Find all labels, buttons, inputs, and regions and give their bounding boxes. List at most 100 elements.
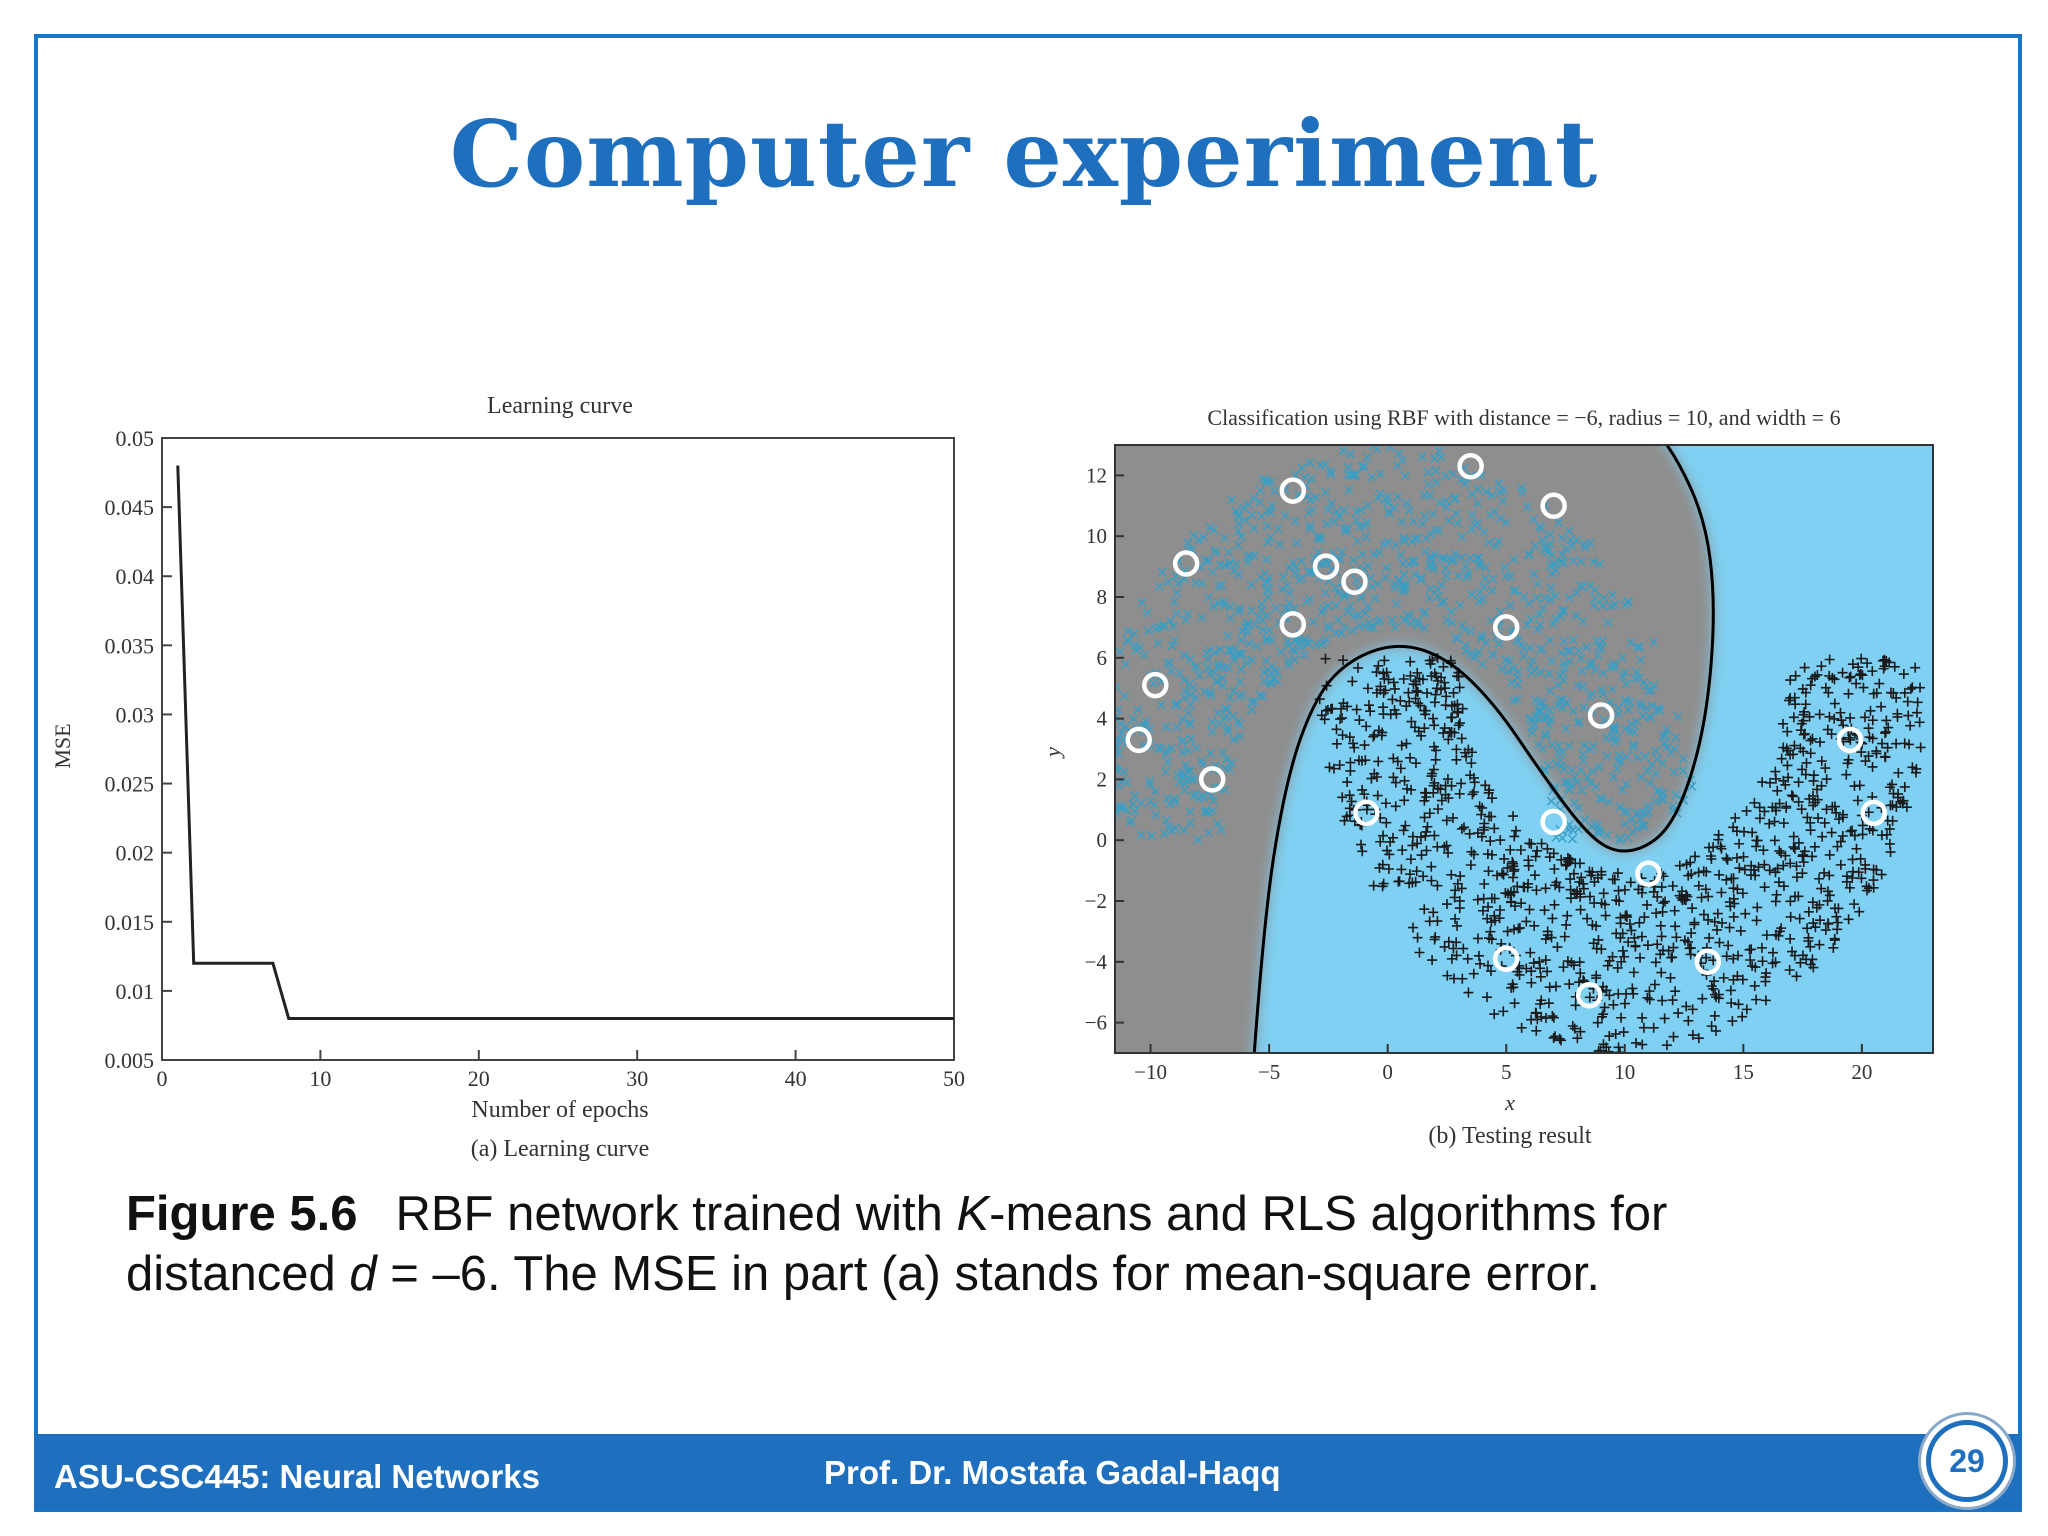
lower-moon-point: [1472, 828, 1483, 839]
lower-moon-point: [1414, 947, 1425, 958]
upper-moon-point: [1545, 529, 1555, 539]
lower-moon-point: [1500, 888, 1511, 899]
upper-moon-point: [1551, 614, 1561, 624]
upper-moon-point: [1548, 619, 1558, 629]
lower-moon-point: [1757, 777, 1768, 788]
upper-moon-point: [1144, 776, 1154, 786]
upper-moon-point: [1351, 516, 1361, 526]
lower-moon-point: [1426, 875, 1437, 886]
upper-moon-point: [1564, 741, 1574, 751]
upper-moon-point: [1553, 741, 1563, 751]
lower-moon-point: [1882, 742, 1893, 753]
lower-moon-point: [1399, 775, 1410, 786]
lower-moon-point: [1845, 671, 1856, 682]
x-tick-label: 15: [1733, 1060, 1754, 1084]
lower-moon-point: [1420, 830, 1431, 841]
upper-moon-point: [1522, 620, 1532, 630]
lower-moon-point: [1817, 831, 1828, 842]
upper-moon-point: [1399, 536, 1409, 546]
upper-moon-point: [1325, 466, 1335, 476]
lower-moon-point: [1561, 859, 1572, 870]
lower-moon-point: [1373, 756, 1384, 767]
upper-moon-point: [1369, 549, 1379, 559]
lower-moon-point: [1805, 680, 1816, 691]
lower-moon-point: [1721, 853, 1732, 864]
upper-moon-point: [1442, 616, 1452, 626]
upper-moon-point: [1419, 623, 1429, 633]
upper-moon-point: [1207, 726, 1217, 736]
upper-moon-point: [1220, 704, 1230, 714]
lower-moon-point: [1771, 889, 1782, 900]
upper-moon-point: [1595, 559, 1605, 569]
upper-moon-point: [1085, 799, 1093, 807]
lower-moon-point: [1363, 700, 1374, 711]
lower-moon-point: [1685, 857, 1696, 868]
x-tick-label: 10: [1614, 1060, 1635, 1084]
lower-moon-point: [1652, 939, 1663, 950]
lower-moon-point: [1616, 956, 1627, 967]
upper-moon-point: [1539, 703, 1549, 713]
lower-moon-point: [1535, 963, 1546, 974]
lower-moon-point: [1450, 885, 1461, 896]
upper-moon-point: [1225, 559, 1235, 569]
x-tick-label: −10: [1134, 1060, 1167, 1084]
lower-moon-point: [1515, 845, 1526, 856]
upper-moon-point: [1305, 495, 1315, 505]
lower-moon-point: [1442, 970, 1453, 981]
lower-moon-point: [1807, 897, 1818, 908]
lower-moon-point: [1784, 965, 1795, 976]
upper-moon-point: [1178, 747, 1188, 757]
lower-moon-point: [1633, 884, 1644, 895]
lower-moon-point: [1404, 696, 1415, 707]
lower-moon-point: [1847, 825, 1858, 836]
lower-moon-point: [1432, 803, 1443, 814]
upper-moon-point: [1376, 469, 1386, 479]
lower-moon-point: [1635, 952, 1646, 963]
upper-moon-point: [1523, 550, 1533, 560]
lower-moon-point: [1419, 904, 1430, 915]
lower-moon-point: [1709, 916, 1720, 927]
upper-moon-point: [1668, 801, 1678, 811]
upper-moon-point: [1197, 613, 1207, 623]
lower-moon-point: [1564, 979, 1575, 990]
lower-moon-point: [1871, 748, 1882, 759]
lower-moon-point: [1412, 687, 1423, 698]
lower-moon-point: [1793, 796, 1804, 807]
upper-moon-point: [1402, 498, 1412, 508]
upper-moon-point: [1578, 616, 1588, 626]
y-tick-label: −2: [1085, 889, 1107, 913]
lower-moon-point: [1770, 957, 1781, 968]
upper-moon-point: [1563, 646, 1573, 656]
upper-moon-point: [1530, 541, 1540, 551]
upper-moon-point: [1147, 831, 1157, 841]
lower-moon-point: [1657, 906, 1668, 917]
upper-moon-point: [1609, 659, 1619, 669]
lower-moon-point: [1446, 712, 1457, 723]
upper-moon-point: [1190, 663, 1200, 673]
lower-moon-point: [1407, 922, 1418, 933]
upper-moon-point: [1513, 680, 1523, 690]
lower-moon-point: [1764, 865, 1775, 876]
lower-moon-point: [1617, 945, 1628, 956]
lower-moon-point: [1829, 674, 1840, 685]
lower-moon-point: [1489, 1009, 1500, 1020]
classification-y-label: y: [1040, 747, 1065, 759]
lower-moon-point: [1687, 1004, 1698, 1015]
upper-moon-point: [1177, 737, 1187, 747]
upper-moon-point: [1115, 743, 1122, 753]
lower-moon-point: [1604, 1031, 1615, 1042]
upper-moon-point: [1545, 594, 1555, 604]
lower-moon-point: [1442, 899, 1453, 910]
upper-moon-point: [1258, 625, 1268, 635]
upper-moon-point: [1647, 760, 1657, 770]
lower-moon-point: [1739, 864, 1750, 875]
lower-moon-point: [1526, 977, 1537, 988]
upper-moon-point: [1357, 462, 1367, 472]
lower-moon-point: [1638, 1022, 1649, 1033]
lower-moon-point: [1788, 791, 1799, 802]
lower-moon-point: [1770, 896, 1781, 907]
upper-moon-point: [1163, 659, 1173, 669]
lower-moon-point: [1891, 738, 1902, 749]
lower-moon-point: [1862, 658, 1873, 669]
lower-moon-point: [1847, 854, 1858, 865]
